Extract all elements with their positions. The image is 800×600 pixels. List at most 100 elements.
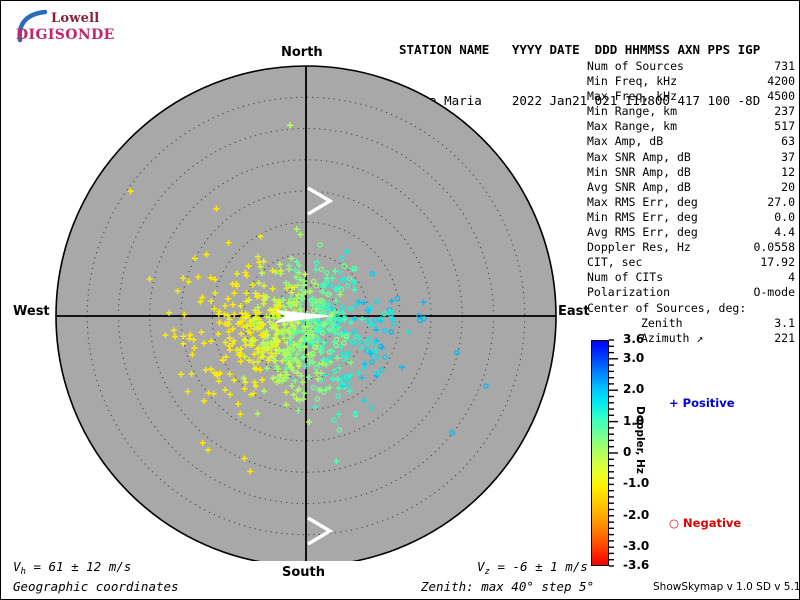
source-marker-positive — [280, 303, 287, 310]
source-marker-negative — [338, 286, 345, 293]
source-marker-negative — [416, 312, 422, 319]
source-marker-positive — [288, 289, 295, 296]
vh-subscript: h — [20, 567, 26, 577]
source-marker-negative — [318, 297, 324, 304]
source-marker-negative — [333, 342, 339, 349]
source-marker-positive — [359, 316, 366, 323]
source-marker-positive — [198, 329, 205, 336]
chevron-marker-south — [307, 516, 334, 546]
source-marker-negative — [449, 429, 455, 436]
source-marker-positive — [241, 337, 248, 344]
source-marker-positive — [295, 407, 302, 414]
source-marker-positive — [315, 376, 321, 382]
source-marker-positive — [358, 339, 365, 346]
source-marker-positive — [233, 280, 240, 287]
source-marker-negative — [394, 295, 401, 302]
source-marker-negative — [309, 296, 315, 303]
source-marker-positive — [347, 319, 354, 326]
source-marker-positive — [180, 333, 187, 340]
source-marker-positive — [313, 369, 320, 376]
source-marker-positive — [257, 233, 264, 240]
source-marker-positive — [341, 316, 348, 323]
source-marker-positive — [288, 383, 295, 389]
source-marker-positive — [299, 295, 306, 302]
source-marker-positive — [243, 272, 250, 279]
source-marker-positive — [275, 298, 282, 305]
source-marker-positive — [146, 276, 153, 282]
source-marker-positive — [352, 303, 359, 309]
polar-scatter-plot — [55, 65, 557, 561]
source-marker-positive — [234, 347, 240, 354]
param-value: 237 — [774, 104, 795, 119]
source-marker-positive — [242, 269, 249, 276]
source-marker-negative — [336, 427, 343, 433]
colorbar-label: 2.0 — [623, 382, 645, 397]
source-marker-positive — [224, 312, 231, 319]
source-marker-positive — [255, 349, 262, 356]
source-marker-positive — [307, 288, 314, 295]
source-marker-positive — [243, 290, 250, 297]
source-marker-negative — [332, 368, 338, 375]
source-marker-positive — [373, 326, 380, 333]
source-marker-positive — [213, 205, 220, 212]
source-marker-positive — [180, 340, 187, 347]
source-marker-positive — [287, 302, 294, 309]
vz-value: = -6 ± 1 m/s — [489, 559, 588, 574]
source-marker-positive — [319, 360, 326, 367]
source-marker-positive — [264, 340, 271, 347]
source-marker-positive — [273, 379, 280, 386]
arc-swoosh-icon — [17, 9, 48, 43]
source-marker-positive — [310, 332, 316, 338]
source-marker-positive — [329, 275, 336, 282]
source-marker-negative — [331, 417, 337, 423]
param-row: Azimuth ↗ 221 — [587, 331, 795, 346]
source-marker-positive — [189, 351, 196, 358]
source-marker-negative — [366, 306, 373, 313]
source-marker-positive — [259, 270, 265, 276]
source-marker-positive — [346, 388, 353, 394]
source-marker-negative — [338, 255, 345, 262]
colorbar-title: Doppler, Hz — [634, 406, 646, 474]
source-marker-positive — [336, 411, 342, 418]
source-marker-positive — [334, 355, 341, 361]
source-marker-positive — [226, 343, 233, 349]
colorbar-label: 3.6 — [623, 332, 645, 346]
source-marker-positive — [286, 335, 293, 341]
param-value: 731 — [774, 59, 795, 73]
param-row: CIT, sec 17.92 — [587, 255, 795, 270]
source-marker-positive — [219, 357, 226, 364]
source-marker-positive — [251, 351, 258, 358]
source-marker-positive — [306, 357, 313, 364]
source-marker-negative — [313, 282, 319, 289]
param-key: CIT, sec — [587, 255, 643, 270]
source-marker-positive — [388, 298, 395, 305]
source-marker-positive — [373, 372, 380, 379]
source-marker-positive — [288, 255, 295, 262]
source-marker-negative — [310, 278, 317, 285]
param-row: Min SNR Amp, dB 12 — [587, 165, 795, 180]
source-marker-positive — [260, 300, 267, 307]
source-marker-positive — [317, 349, 324, 356]
source-marker-negative — [323, 269, 330, 276]
vz-subscript: z — [484, 567, 490, 577]
source-marker-positive — [201, 340, 207, 347]
horizontal-velocity-readout: Vh = 61 ± 12 m/s — [13, 559, 131, 577]
source-marker-negative — [388, 329, 394, 335]
source-marker-positive — [201, 398, 207, 404]
source-marker-positive — [294, 282, 301, 289]
source-marker-positive — [361, 361, 368, 367]
source-marker-positive — [270, 321, 277, 328]
source-marker-positive — [237, 303, 244, 309]
source-marker-positive — [222, 302, 229, 309]
source-marker-positive — [299, 328, 306, 335]
source-marker-positive — [259, 342, 266, 348]
vz-symbol: V — [477, 559, 485, 574]
source-marker-negative — [368, 404, 375, 411]
source-marker-positive — [250, 338, 257, 344]
source-marker-positive — [302, 363, 309, 370]
source-marker-positive — [351, 329, 358, 335]
source-marker-negative — [321, 389, 327, 396]
source-marker-positive — [287, 122, 293, 129]
source-marker-positive — [235, 401, 242, 407]
param-value: 12 — [781, 164, 795, 179]
